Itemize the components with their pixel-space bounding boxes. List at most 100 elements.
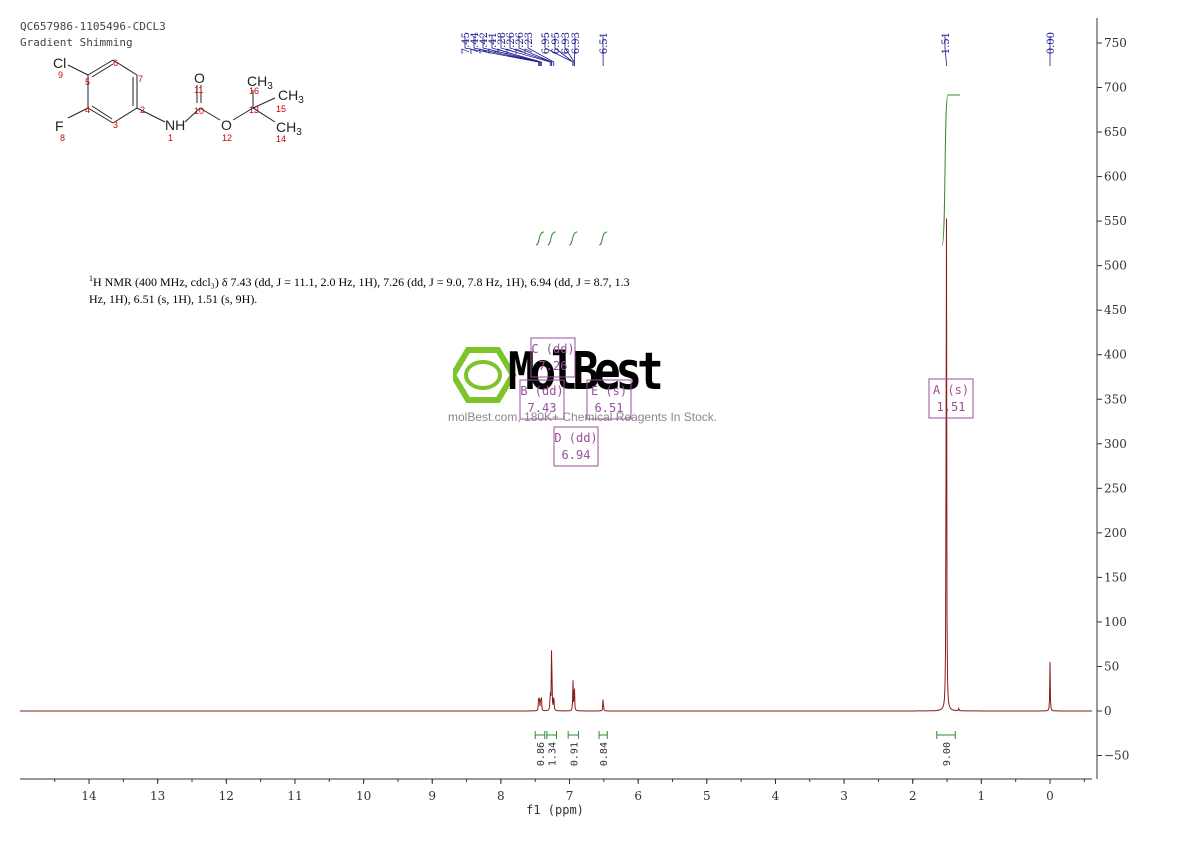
x-axis-label: f1 (ppm): [526, 803, 584, 817]
svg-text:4: 4: [85, 105, 90, 115]
watermark-logo: MolBest: [450, 340, 750, 435]
svg-text:O: O: [221, 117, 232, 133]
peak-label: 7.28: [497, 32, 508, 54]
peak-label: 1.51: [941, 32, 952, 54]
multiplet-box: [519, 379, 565, 420]
peak-label: 6.93: [571, 32, 582, 54]
multiplet-shift: 1.51: [937, 400, 966, 414]
peak-label-leader: [518, 36, 553, 66]
svg-text:6: 6: [113, 58, 118, 68]
x-tick-label: 6: [634, 789, 642, 803]
svg-text:CH3: CH3: [278, 87, 304, 106]
svg-text:Cl: Cl: [53, 55, 66, 71]
peak-label: 7.44: [470, 32, 481, 54]
integral-curve: [598, 231, 608, 246]
peak-label: 6.51: [599, 32, 610, 54]
x-tick-label: 7: [566, 789, 574, 803]
svg-text:7: 7: [138, 74, 143, 84]
peak-label: 7.23: [524, 32, 535, 54]
peak-label: 7.26: [515, 32, 526, 54]
integral-curve: [941, 94, 961, 246]
x-tick-label: 14: [81, 789, 97, 803]
svg-text:9: 9: [58, 70, 63, 80]
svg-text:10: 10: [194, 106, 204, 116]
multiplet-label: B (dd): [520, 384, 563, 398]
peak-label-leader: [491, 36, 542, 66]
peak-label: 7.26: [506, 32, 517, 54]
svg-text:CH3: CH3: [276, 119, 302, 138]
y-tick-label: 750: [1104, 36, 1127, 50]
peak-label: 6.93: [561, 32, 572, 54]
benzene-logo-icon: [453, 347, 517, 403]
svg-text:3: 3: [113, 120, 118, 130]
y-tick-label: 50: [1104, 659, 1119, 673]
multiplet-box: [928, 378, 974, 419]
y-tick-label: 0: [1104, 704, 1112, 718]
y-tick-label: 250: [1104, 481, 1127, 495]
svg-text:15: 15: [276, 104, 286, 114]
peak-label-leader: [527, 36, 555, 66]
integral-bracket: [936, 731, 956, 739]
integral-value: 0.84: [599, 742, 610, 766]
multiplet-box: [530, 337, 576, 378]
peak-label: 7.41: [488, 32, 499, 54]
svg-text:F: F: [55, 118, 64, 134]
x-tick-label: 0: [1046, 789, 1054, 803]
svg-text:1: 1: [168, 133, 173, 143]
peak-label: 7.45: [461, 32, 472, 54]
sample-id: QC657986-1105496-CDCL3: [20, 20, 166, 33]
svg-text:11: 11: [194, 85, 203, 95]
integral-bracket: [534, 731, 546, 739]
svg-text:NH: NH: [165, 117, 185, 133]
x-tick-label: 10: [356, 789, 371, 803]
y-tick-label: 100: [1104, 615, 1127, 629]
y-tick-label: 450: [1104, 303, 1127, 317]
y-tick-label: 150: [1104, 570, 1127, 584]
svg-text:O: O: [194, 70, 205, 86]
watermark-brand: MolBest: [508, 342, 664, 402]
multiplet-shift: 7.43: [528, 401, 557, 415]
multiplet-shift: 7.26: [539, 359, 568, 373]
multiplet-box: [553, 426, 599, 467]
x-tick-label: 9: [428, 789, 436, 803]
multiplet-box: [586, 379, 632, 420]
svg-text:8: 8: [60, 133, 65, 143]
integral-value: 0.86: [536, 742, 547, 766]
integral-curve: [547, 231, 556, 246]
svg-text:12: 12: [222, 133, 232, 143]
multiplet-shift: 6.51: [595, 401, 624, 415]
multiplet-shift: 6.94: [562, 448, 591, 462]
peak-label: 6.95: [551, 32, 562, 54]
x-tick-label: 11: [287, 789, 302, 803]
svg-text:CH3: CH3: [247, 73, 273, 92]
peak-label: 6.95: [541, 32, 552, 54]
y-tick-label: 500: [1104, 259, 1127, 273]
multiplet-label: E (s): [591, 384, 627, 398]
integral-value: 1.34: [548, 742, 559, 766]
y-tick-label: 700: [1104, 81, 1127, 95]
peak-label-leader: [500, 36, 551, 66]
y-tick-label: 600: [1104, 170, 1127, 184]
x-tick-label: 2: [909, 789, 917, 803]
x-tick-label: 3: [840, 789, 848, 803]
y-tick-label: 300: [1104, 437, 1127, 451]
multiplet-label: D (dd): [554, 431, 597, 445]
peak-label: 0.00: [1046, 32, 1057, 54]
multiplet-label: A (s): [933, 383, 969, 397]
peak-label-leader: [464, 36, 540, 66]
nmr-description: 1H NMR (400 MHz, cdcl₃) δ 7.43 (dd, J = …: [89, 274, 630, 306]
integral-value: 0.91: [569, 742, 580, 766]
y-tick-label: 550: [1104, 214, 1127, 228]
y-tick-label: 400: [1104, 348, 1127, 362]
integral-bracket: [567, 731, 579, 739]
svg-text:14: 14: [276, 134, 286, 144]
x-tick-label: 8: [497, 789, 505, 803]
svg-text:16: 16: [249, 86, 259, 96]
y-tick-label: −50: [1104, 749, 1129, 763]
spectrum-trace: [20, 218, 1092, 712]
y-tick-label: 350: [1104, 392, 1127, 406]
peak-label-leader: [944, 36, 947, 66]
x-tick-label: 5: [703, 789, 711, 803]
